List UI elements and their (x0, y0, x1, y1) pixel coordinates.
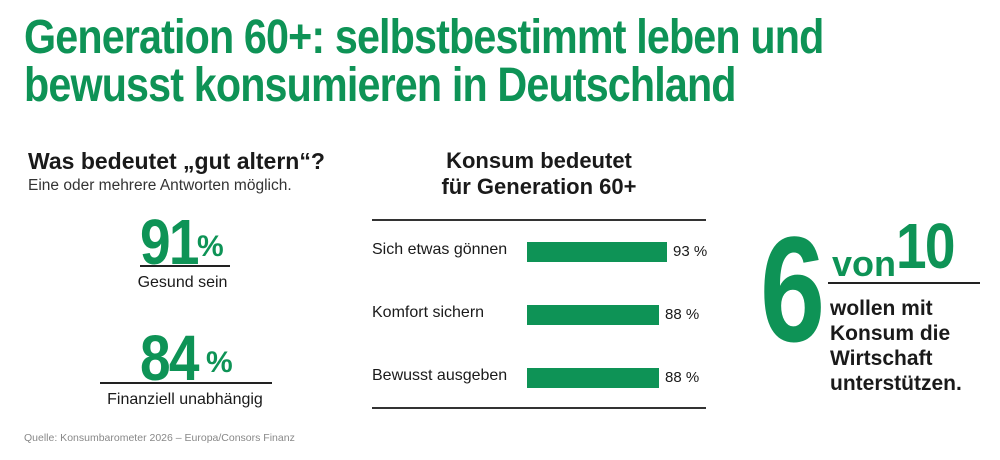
bar-value-label: 93 % (673, 243, 708, 260)
headline: Generation 60+: selbstbestimmt leben und… (24, 11, 824, 112)
source-note: Quelle: Konsumbarometer 2026 – Europa/Co… (24, 432, 295, 444)
bar-category-label: Bewusst ausgeben (372, 367, 508, 384)
bar-value-label: 88 % (665, 369, 700, 386)
bar-category-label: Komfort sichern (372, 304, 485, 321)
stat-number: 91 (140, 206, 200, 278)
von-label: von (832, 243, 897, 284)
big-number-six: 6 (760, 205, 826, 373)
chart-top-rule (372, 219, 706, 221)
bar (527, 305, 659, 325)
stat-number: 84 (140, 322, 200, 394)
bar-value-label: 88 % (665, 306, 700, 323)
question-subtitle: Eine oder mehrere Antworten möglich. (28, 177, 292, 194)
stat-underline (100, 382, 272, 384)
right-statement: wollen mit Konsum die Wirtschaft unterst… (830, 297, 962, 395)
chart-title-line-1: Konsum bedeutet (446, 148, 632, 173)
chart-title-line-2: für Generation 60+ (441, 174, 637, 199)
big-number-ten: 10 (896, 210, 956, 282)
stat-label: Gesund sein (137, 274, 228, 291)
bar (527, 368, 659, 388)
stat-underline (140, 265, 230, 267)
chart-title: Konsum bedeutet für Generation 60+ (372, 148, 706, 200)
stat-percent-sign: % (197, 230, 224, 263)
right-underline (828, 282, 980, 284)
bar-category-label: Sich etwas gönnen (372, 241, 508, 258)
stat-percent-sign: % (206, 346, 233, 379)
question-title: Was bedeutet „gut altern“? (28, 148, 325, 174)
stat-label: Finanziell unabhängig (107, 391, 263, 408)
bar (527, 242, 667, 262)
chart-bottom-rule (372, 407, 706, 409)
